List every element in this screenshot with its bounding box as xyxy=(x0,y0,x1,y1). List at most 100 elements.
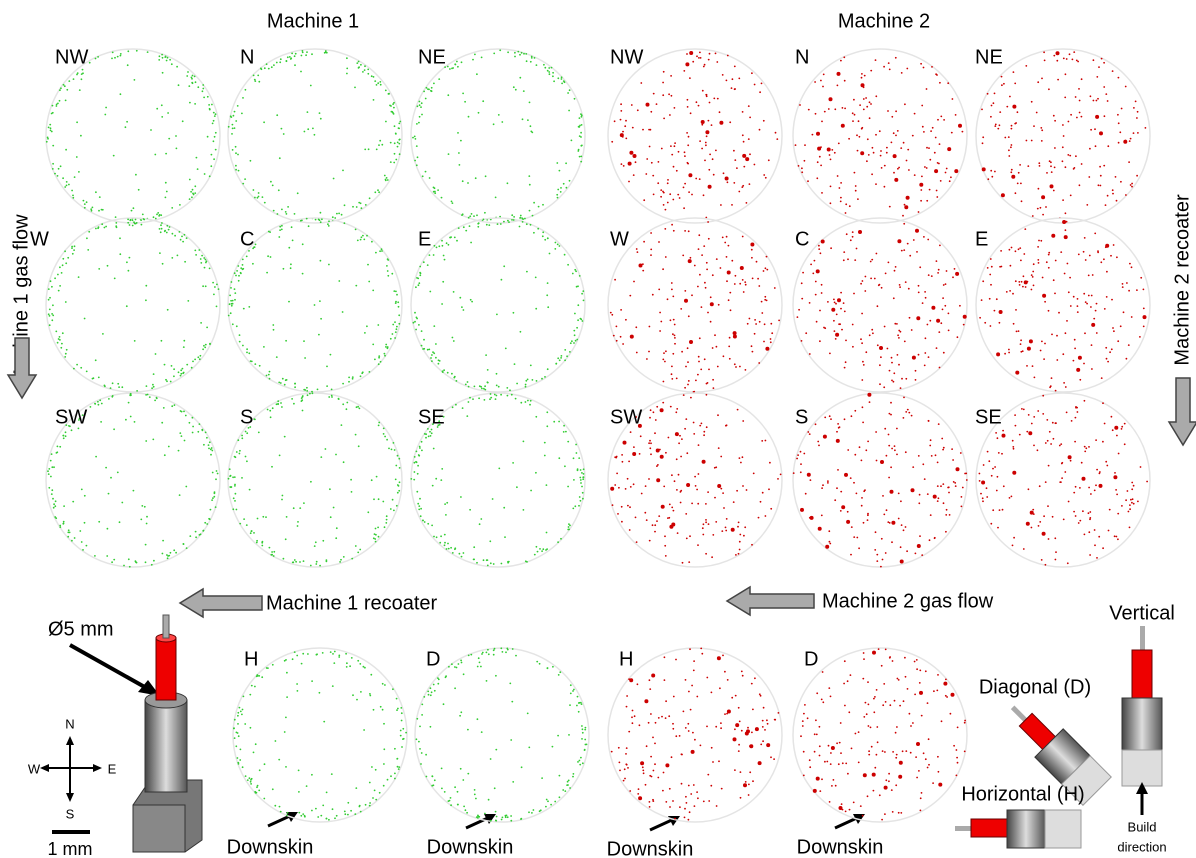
pore xyxy=(462,93,464,95)
pore xyxy=(826,761,828,763)
pore xyxy=(202,348,204,350)
pore xyxy=(208,444,210,446)
pore xyxy=(928,764,930,766)
pore xyxy=(279,229,281,231)
pore xyxy=(1112,327,1114,329)
pore xyxy=(427,691,429,693)
pore xyxy=(81,541,83,543)
pore xyxy=(639,724,641,726)
pore xyxy=(724,242,726,244)
pore xyxy=(573,689,575,691)
pore xyxy=(693,433,695,435)
pore xyxy=(214,492,216,494)
pore xyxy=(474,789,476,791)
pore xyxy=(678,474,680,476)
pore xyxy=(474,794,476,796)
pore xyxy=(287,56,289,58)
pore xyxy=(446,502,448,504)
pore xyxy=(250,781,252,783)
ct-slice xyxy=(415,647,589,822)
pore xyxy=(506,815,508,817)
pore xyxy=(751,544,753,546)
pore xyxy=(462,180,464,182)
pore xyxy=(53,507,55,509)
pore xyxy=(697,374,699,376)
pore xyxy=(1004,137,1006,139)
pore xyxy=(636,352,638,354)
pore xyxy=(1131,502,1133,504)
pore xyxy=(629,151,633,155)
pore xyxy=(121,386,123,388)
pore xyxy=(720,267,722,269)
pore xyxy=(498,114,500,116)
pore xyxy=(652,175,654,177)
pore xyxy=(470,654,472,656)
pore xyxy=(624,778,626,780)
pore xyxy=(374,538,376,540)
pore xyxy=(507,182,509,184)
pore xyxy=(171,405,173,407)
pore xyxy=(323,721,325,723)
pore xyxy=(716,61,718,63)
pore xyxy=(867,513,869,515)
pore xyxy=(232,303,234,305)
pore xyxy=(413,479,415,481)
pore xyxy=(373,99,375,101)
pore xyxy=(1038,262,1040,264)
pore xyxy=(645,784,647,786)
pore xyxy=(676,408,678,410)
pore xyxy=(290,263,292,265)
pore xyxy=(1010,171,1012,173)
pore xyxy=(196,157,198,159)
pore xyxy=(81,78,83,80)
pore xyxy=(898,812,900,814)
pore xyxy=(231,281,233,283)
pore xyxy=(205,285,207,287)
pore xyxy=(384,526,386,528)
pore xyxy=(668,93,670,95)
pore xyxy=(867,519,869,521)
pore xyxy=(580,479,582,481)
pore xyxy=(520,217,522,219)
pore xyxy=(561,355,563,357)
pore xyxy=(1036,112,1038,114)
pore xyxy=(938,783,942,787)
pore xyxy=(643,241,645,243)
pore xyxy=(431,90,433,92)
pore xyxy=(535,416,537,418)
pore xyxy=(296,683,298,685)
pore xyxy=(1032,509,1034,511)
pore xyxy=(433,83,435,85)
pore xyxy=(628,162,632,166)
pore xyxy=(642,766,644,768)
pore xyxy=(845,212,847,214)
pore xyxy=(712,274,714,276)
pore xyxy=(380,361,382,363)
pore xyxy=(934,537,936,539)
pore xyxy=(632,127,634,129)
pore xyxy=(655,722,657,724)
pore xyxy=(268,231,270,233)
pore xyxy=(905,451,907,453)
pore xyxy=(764,729,766,731)
pore xyxy=(650,453,652,455)
pore xyxy=(819,745,821,747)
pore xyxy=(565,431,567,433)
pore xyxy=(657,182,659,184)
pore xyxy=(1061,477,1063,479)
pore xyxy=(883,66,885,68)
pore xyxy=(922,463,924,465)
pore xyxy=(355,285,357,287)
pore xyxy=(819,755,821,757)
pore xyxy=(872,147,874,149)
pore xyxy=(416,461,418,463)
pore xyxy=(51,319,53,321)
pore xyxy=(145,299,147,301)
panel-label: W xyxy=(30,228,49,250)
pore xyxy=(681,438,683,440)
pore xyxy=(477,718,479,720)
pore xyxy=(423,696,425,698)
pore xyxy=(314,304,316,306)
pore xyxy=(766,719,768,721)
pore xyxy=(302,813,304,815)
